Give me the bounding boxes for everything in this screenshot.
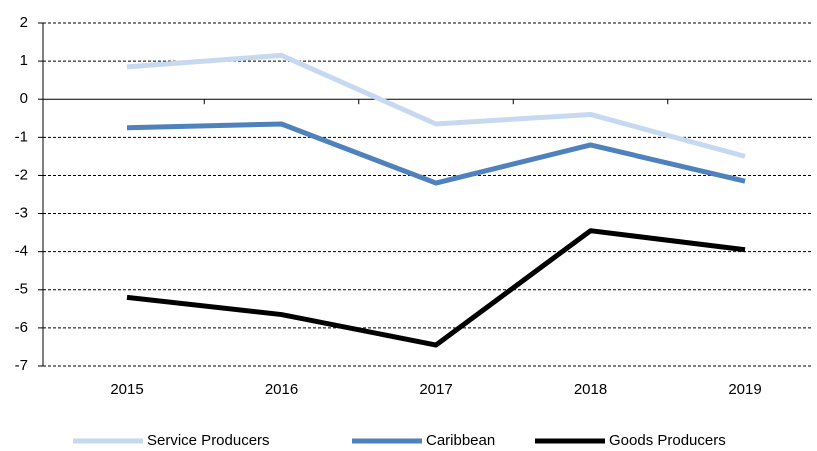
x-tick-label: 2019 (728, 381, 761, 398)
y-tick-label: -4 (15, 243, 28, 260)
legend-label: Service Producers (147, 432, 270, 449)
y-tick-label: -5 (15, 281, 28, 298)
legend-label: Goods Producers (609, 432, 726, 449)
y-tick-label: -7 (15, 357, 28, 374)
y-tick-label: -2 (15, 166, 28, 183)
series-line (126, 52, 746, 159)
x-tick-label: 2017 (419, 381, 452, 398)
series-line (126, 228, 746, 348)
y-tick-label: -6 (15, 319, 28, 336)
legend-label: Caribbean (426, 432, 495, 449)
y-tick-label: -3 (15, 205, 28, 222)
series-line (126, 121, 746, 186)
y-tick-label: 0 (20, 90, 28, 107)
y-tick-label: 2 (20, 14, 28, 31)
x-tick-label: 2016 (265, 381, 298, 398)
y-tick-label: -1 (15, 128, 28, 145)
x-tick-label: 2018 (574, 381, 607, 398)
y-tick-label: 1 (20, 52, 28, 69)
x-tick-label: 2015 (110, 381, 143, 398)
